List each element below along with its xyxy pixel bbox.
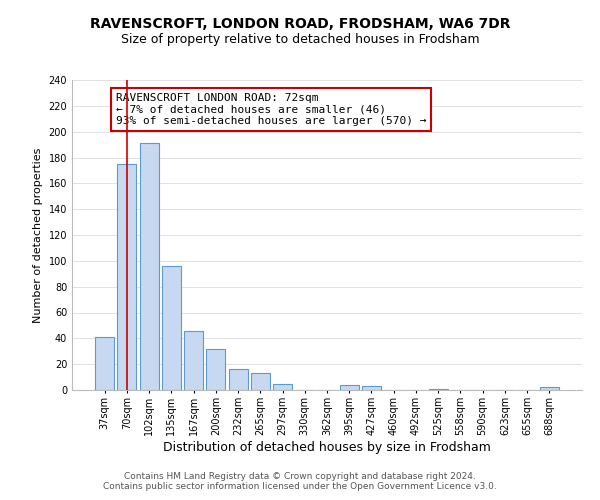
Bar: [206, 348, 225, 390]
Bar: [229, 370, 248, 390]
Bar: [340, 385, 359, 390]
Bar: [273, 384, 292, 390]
Text: RAVENSCROFT LONDON ROAD: 72sqm
← 7% of detached houses are smaller (46)
93% of s: RAVENSCROFT LONDON ROAD: 72sqm ← 7% of d…: [116, 93, 426, 126]
Bar: [362, 386, 381, 390]
Y-axis label: Number of detached properties: Number of detached properties: [33, 148, 43, 322]
Text: Contains public sector information licensed under the Open Government Licence v3: Contains public sector information licen…: [103, 482, 497, 491]
Bar: [184, 330, 203, 390]
Text: Contains HM Land Registry data © Crown copyright and database right 2024.: Contains HM Land Registry data © Crown c…: [124, 472, 476, 481]
Text: RAVENSCROFT, LONDON ROAD, FRODSHAM, WA6 7DR: RAVENSCROFT, LONDON ROAD, FRODSHAM, WA6 …: [90, 18, 510, 32]
Bar: [118, 164, 136, 390]
Bar: [429, 388, 448, 390]
Bar: [162, 266, 181, 390]
X-axis label: Distribution of detached houses by size in Frodsham: Distribution of detached houses by size …: [163, 440, 491, 454]
Bar: [251, 373, 270, 390]
Text: Size of property relative to detached houses in Frodsham: Size of property relative to detached ho…: [121, 32, 479, 46]
Bar: [95, 337, 114, 390]
Bar: [540, 388, 559, 390]
Bar: [140, 144, 158, 390]
